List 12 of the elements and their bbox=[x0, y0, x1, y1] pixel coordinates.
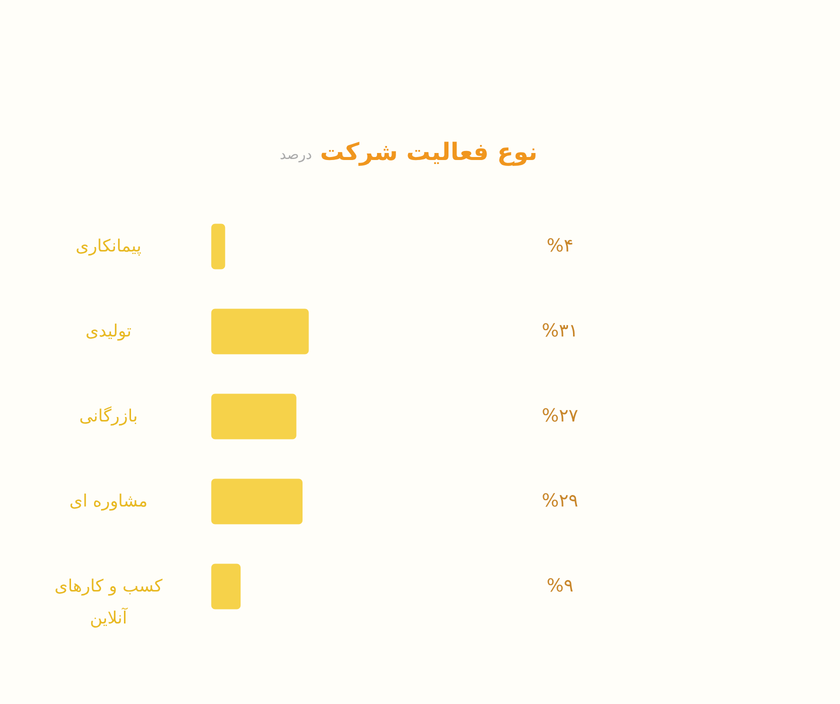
data-label: %۲۷ bbox=[542, 406, 579, 426]
y-tick-label: بازرگانی bbox=[79, 406, 138, 426]
chart-subtitle: درصد bbox=[280, 147, 312, 163]
y-tick-label: مشاوره ای bbox=[69, 492, 148, 512]
text: نوع فعالیت شرکت bbox=[320, 138, 538, 166]
data-label: %۴ bbox=[546, 236, 574, 256]
y-tick-label: پیمانکاری bbox=[76, 236, 142, 256]
y-tick-label: تولیدی bbox=[85, 322, 132, 342]
y-tick-label: کسب و کارهای آنلاین bbox=[54, 576, 164, 628]
data-label: %۹ bbox=[546, 576, 574, 596]
data-label: %۳۱ bbox=[542, 320, 578, 342]
data-label: %۲۹ bbox=[542, 490, 578, 512]
